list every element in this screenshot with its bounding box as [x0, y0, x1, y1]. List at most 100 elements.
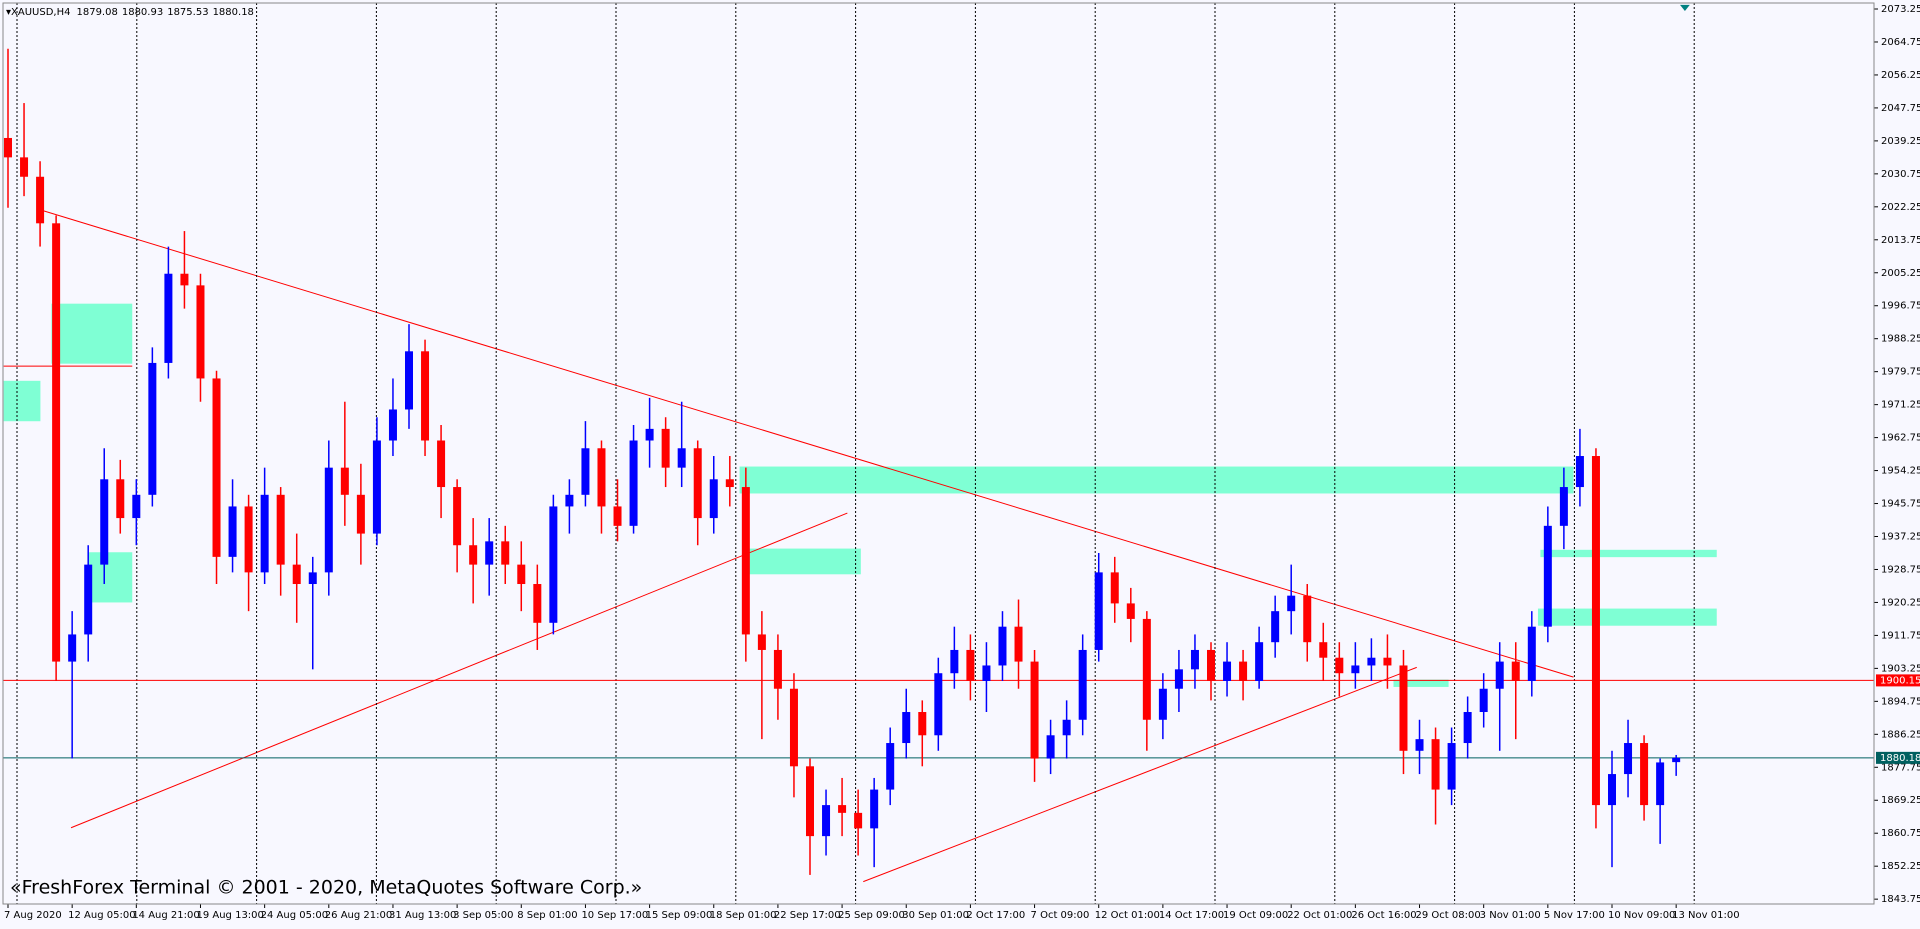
- x-tick-label: 2 Oct 17:00: [966, 910, 1025, 921]
- drawings: [3, 4, 1717, 882]
- candle-body: [1158, 688, 1167, 720]
- candle-body: [773, 649, 782, 689]
- x-tick-label: 10 Nov 09:00: [1608, 910, 1675, 921]
- candle-body: [260, 494, 269, 573]
- candle-body: [84, 564, 93, 635]
- candle-body: [1094, 572, 1103, 650]
- candle-body: [1575, 456, 1584, 488]
- candle-body: [1399, 665, 1408, 751]
- candle-body: [4, 137, 12, 158]
- header-open: 1879.08: [76, 7, 117, 18]
- candle-body: [597, 448, 606, 507]
- plot: 2073.25 2064.75 2056.25 2047.75 2039.25 2030.…: [3, 4, 1920, 921]
- candle-body: [212, 378, 221, 557]
- candle-body: [1223, 661, 1232, 681]
- candle-body: [340, 467, 349, 495]
- candle-body: [661, 428, 670, 468]
- x-tick-label: 19 Oct 09:00: [1223, 910, 1288, 921]
- y-tick-label: 1860.75: [1881, 828, 1920, 839]
- candle-body: [1591, 456, 1600, 806]
- candle-body: [1335, 657, 1344, 674]
- candle-body: [789, 688, 798, 767]
- candle-body: [998, 626, 1007, 666]
- candle-body: [228, 506, 237, 557]
- candle-body: [741, 487, 750, 635]
- candle-body: [1351, 665, 1360, 674]
- candle-body: [501, 541, 510, 565]
- y-tick-label: 1877.75: [1881, 762, 1920, 773]
- candle-body: [1110, 572, 1119, 604]
- y-tick-label: 1988.25: [1881, 334, 1920, 345]
- zone: [739, 466, 1574, 494]
- candle-body: [854, 812, 863, 829]
- x-tick-label: 8 Sep 01:00: [517, 910, 577, 921]
- candle-body: [132, 494, 141, 519]
- candle-body: [886, 743, 895, 790]
- candle-body: [68, 634, 77, 662]
- candle-body: [1656, 762, 1665, 806]
- candle-body: [308, 572, 317, 585]
- zone: [748, 548, 861, 575]
- candle-body: [725, 479, 734, 488]
- candle-body: [966, 649, 975, 681]
- candle-body: [421, 351, 430, 441]
- x-tick-label: 3 Nov 01:00: [1480, 910, 1541, 921]
- zone: [88, 552, 133, 603]
- zone: [51, 303, 133, 364]
- zone: [3, 380, 41, 422]
- candle-body: [982, 665, 991, 681]
- y-tick-label: 1920.25: [1881, 597, 1920, 608]
- candle-body: [100, 479, 109, 565]
- x-tick-label: 5 Nov 17:00: [1544, 910, 1605, 921]
- x-tick-label: 22 Sep 17:00: [774, 910, 841, 921]
- candle-body: [1207, 649, 1215, 681]
- header-close: 1880.18: [213, 7, 254, 18]
- price-level-label: 1880.18: [1880, 753, 1920, 764]
- x-tick-label: 31 Aug 13:00: [389, 910, 456, 921]
- candle-body: [1062, 719, 1071, 736]
- y-tick-label: 1928.75: [1881, 564, 1920, 575]
- candle-body: [1014, 626, 1023, 662]
- zone: [1537, 608, 1717, 626]
- y-tick-label: 1996.75: [1881, 301, 1920, 312]
- x-tick-label: 26 Aug 21:00: [325, 910, 392, 921]
- candle-body: [1447, 743, 1456, 790]
- candle-body: [757, 634, 766, 650]
- candle-body: [52, 223, 61, 662]
- y-tick-label: 1971.25: [1881, 400, 1920, 411]
- header: ▾XAUUSD,H4 1879.08 1880.93 1875.53 1880.18: [6, 7, 254, 18]
- candle-body: [1287, 595, 1296, 612]
- candle-body: [1608, 774, 1616, 806]
- candle-body: [902, 712, 911, 744]
- y-tick-label: 1886.25: [1881, 729, 1920, 740]
- x-tick-label: 10 Sep 17:00: [581, 910, 648, 921]
- candle-body: [629, 440, 638, 526]
- candle-body: [613, 506, 622, 526]
- x-tick-label: 29 Oct 08:00: [1416, 910, 1481, 921]
- x-tick-label: 30 Sep 01:00: [902, 910, 969, 921]
- price-level-box: [1876, 674, 1920, 687]
- candle-body: [870, 789, 879, 829]
- watermark: «FreshForex Terminal © 2001 - 2020, Meta…: [10, 877, 642, 899]
- x-tick-label: 3 Sep 05:00: [453, 910, 513, 921]
- candle-body: [1431, 739, 1440, 790]
- header-high: 1880.93: [122, 7, 163, 18]
- candle-body: [1046, 735, 1055, 759]
- candle-body: [918, 712, 927, 736]
- candle-body: [677, 448, 686, 468]
- candle-body: [164, 273, 173, 363]
- candle-body: [116, 479, 125, 519]
- plot-frame: [2, 2, 1875, 905]
- x-tick-label: 22 Oct 01:00: [1287, 910, 1352, 921]
- x-tick-label: 7 Aug 2020: [4, 910, 62, 921]
- candle-body: [1190, 649, 1199, 670]
- marker: [1680, 4, 1690, 12]
- candle-body: [437, 440, 446, 488]
- x-tick-label: 7 Oct 09:00: [1031, 910, 1090, 921]
- price-level-label: 1900.15: [1880, 675, 1920, 686]
- y-tick-label: 2064.75: [1881, 37, 1920, 48]
- candle-body: [1174, 669, 1183, 689]
- candle-body: [950, 649, 959, 674]
